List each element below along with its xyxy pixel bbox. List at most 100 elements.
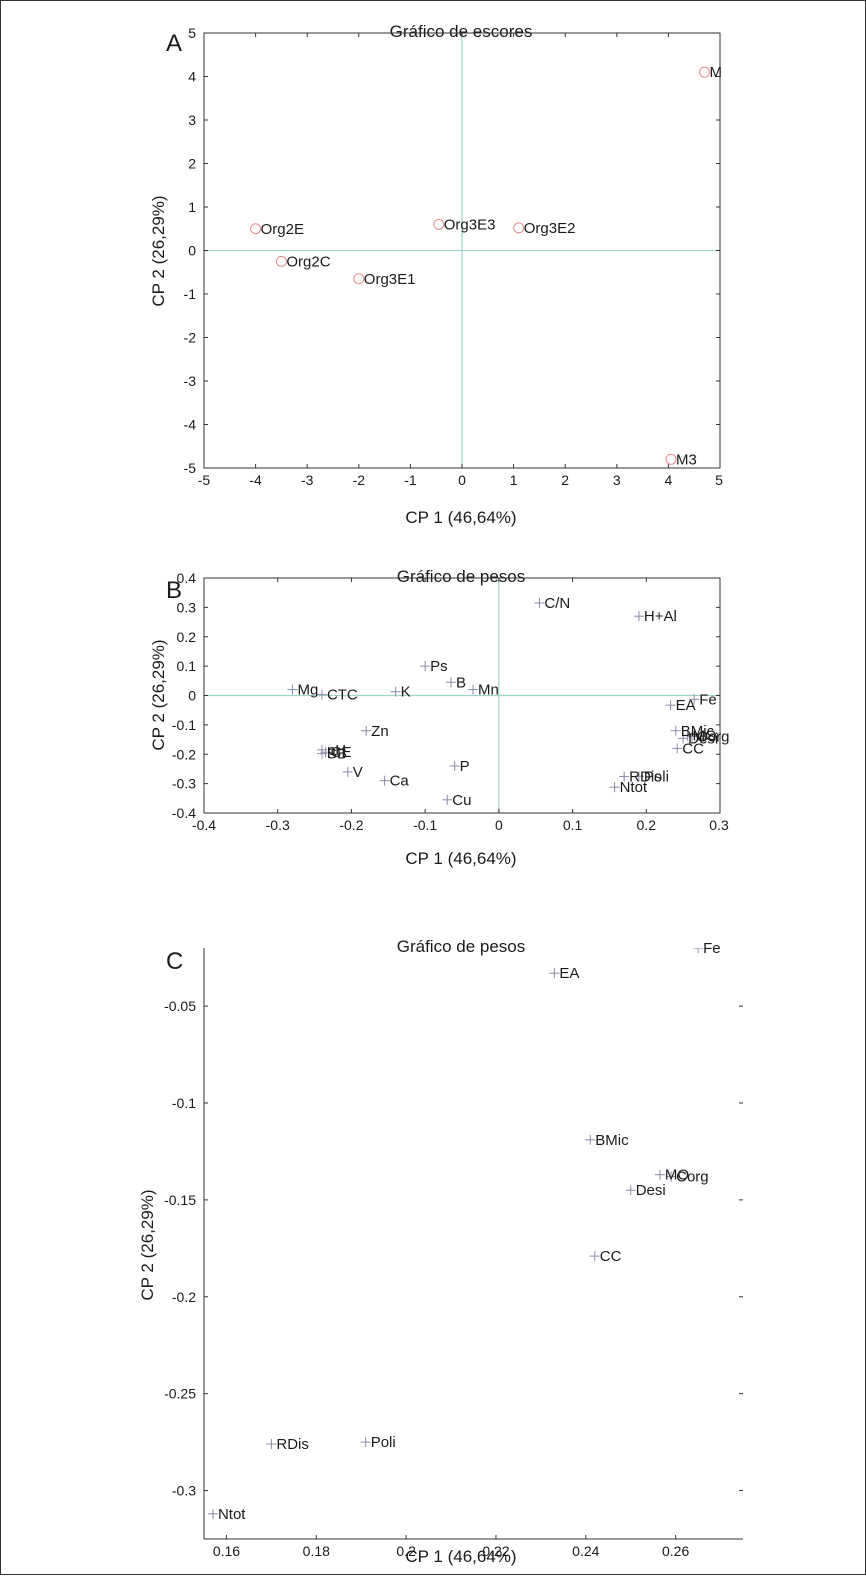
- x-tick-label: 3: [613, 472, 621, 488]
- score-marker: [275, 255, 287, 267]
- y-axis-title: CP 2 (26,29%): [149, 195, 168, 306]
- point-label: Ca: [390, 773, 410, 790]
- point-label: Org3E2: [524, 220, 576, 237]
- x-axis-title: CP 1 (46,64%): [405, 1547, 516, 1566]
- point-label: Org3E1: [364, 271, 416, 288]
- score-marker: [433, 218, 445, 230]
- x-tick-label: -2: [353, 472, 366, 488]
- panel-letter: C: [166, 948, 183, 975]
- x-tick-label: 0.2: [637, 817, 657, 833]
- point-label: Ntot: [218, 1506, 246, 1523]
- point-label: CC: [682, 740, 704, 757]
- x-tick-label: -0.1: [413, 817, 437, 833]
- point-label: P: [460, 758, 470, 775]
- panel-a: A Gráfico de escores CP 1 (46,64%) CP 2 (26…: [149, 22, 723, 527]
- x-tick-label: 2: [561, 472, 569, 488]
- loading-marker: [379, 775, 390, 786]
- x-tick-label: -0.4: [192, 817, 216, 833]
- x-tick-label: -1: [404, 472, 417, 488]
- point-label: CC: [600, 1248, 622, 1265]
- y-tick-label: 4: [188, 69, 196, 85]
- x-tick-label: 0: [495, 817, 503, 833]
- y-tick-label: -3: [184, 373, 197, 389]
- y-tick-label: 2: [188, 156, 196, 172]
- loading-marker: [654, 1169, 665, 1180]
- loading-marker: [689, 694, 700, 705]
- x-tick-label: -3: [301, 472, 314, 488]
- panel-letter: B: [166, 577, 182, 604]
- x-tick-label: 0.22: [482, 1543, 509, 1559]
- point-label: RDis: [629, 769, 662, 786]
- loading-marker: [320, 747, 331, 758]
- point-label: Fe: [699, 691, 717, 708]
- loading-marker: [609, 782, 620, 793]
- point-label: EA: [676, 697, 696, 714]
- y-tick-label: 0: [188, 243, 196, 259]
- point-label: Poli: [371, 1434, 396, 1451]
- y-tick-label: 3: [188, 112, 196, 128]
- loading-marker: [390, 686, 401, 697]
- loading-marker: [686, 731, 697, 742]
- y-tick-label: -0.1: [172, 717, 196, 733]
- point-label: Org2C: [286, 253, 330, 270]
- x-axis-title: CP 1 (46,64%): [405, 849, 516, 868]
- point-label: Ps: [430, 658, 448, 675]
- loading-marker: [449, 761, 460, 771]
- loading-marker: [266, 1439, 277, 1450]
- y-tick-label: 0.3: [177, 599, 197, 615]
- labels-layer: M Org2E Org2C Org3E1 Org3E3 Org3E2 M3: [261, 64, 722, 468]
- x-tick-label: -4: [249, 472, 262, 488]
- point-label: Mn: [478, 682, 499, 699]
- y-axis-title: CP 2 (26,29%): [149, 639, 168, 750]
- score-marker: [250, 223, 262, 235]
- y-tick-label: 1: [188, 199, 196, 215]
- chart-title: Gráfico de pesos: [397, 567, 526, 586]
- point-label: V: [353, 764, 363, 781]
- point-label: MO: [665, 1167, 689, 1184]
- points-layer: [287, 597, 700, 805]
- point-label: Desi: [688, 730, 718, 747]
- point-label: CE: [331, 744, 352, 761]
- loading-marker: [287, 684, 298, 695]
- panel-c: C Gráfico de pesos CP 1 (46,64%) CP 2 (26,2…: [138, 937, 743, 1566]
- loading-marker: [585, 1134, 596, 1145]
- chart-title: Gráfico de pesos: [397, 937, 526, 956]
- score-marker: [513, 222, 525, 234]
- panel-letter: A: [166, 30, 182, 57]
- point-label: C/N: [544, 595, 570, 612]
- loading-marker: [619, 771, 630, 782]
- point-label: Mg: [297, 682, 318, 699]
- point-label: EA: [559, 965, 579, 982]
- x-tick-label: 5: [715, 472, 723, 488]
- y-tick-label: -0.05: [164, 998, 196, 1014]
- y-tick-label: 0.4: [177, 570, 197, 586]
- point-label: Fe: [703, 940, 721, 957]
- loading-marker: [361, 725, 372, 736]
- x-tick-label: 0.16: [213, 1543, 240, 1559]
- loading-marker: [534, 597, 545, 608]
- point-label: M3: [676, 451, 697, 468]
- loading-marker: [207, 1508, 218, 1519]
- x-tick-label: 0: [458, 472, 466, 488]
- point-label: H+Al: [644, 608, 677, 625]
- points-layer: [207, 948, 704, 1519]
- loading-marker: [665, 700, 676, 711]
- y-tick-label: -0.15: [164, 1192, 196, 1208]
- loading-marker: [468, 684, 479, 695]
- point-label: RDis: [276, 1436, 309, 1453]
- x-tick-label: -0.3: [266, 817, 290, 833]
- point-label: Cu: [452, 792, 471, 809]
- score-marker: [353, 273, 365, 285]
- y-tick-label: 0: [188, 688, 196, 704]
- point-label: SB: [327, 746, 347, 763]
- y-tick-label: -0.25: [164, 1386, 196, 1402]
- x-tick-label: 0.18: [303, 1543, 330, 1559]
- point-label: CTC: [327, 687, 358, 704]
- point-label: Org3E3: [444, 216, 496, 233]
- point-label: Ntot: [620, 779, 648, 796]
- x-tick-label: 0.2: [396, 1543, 416, 1559]
- point-label: Corg: [676, 1169, 709, 1186]
